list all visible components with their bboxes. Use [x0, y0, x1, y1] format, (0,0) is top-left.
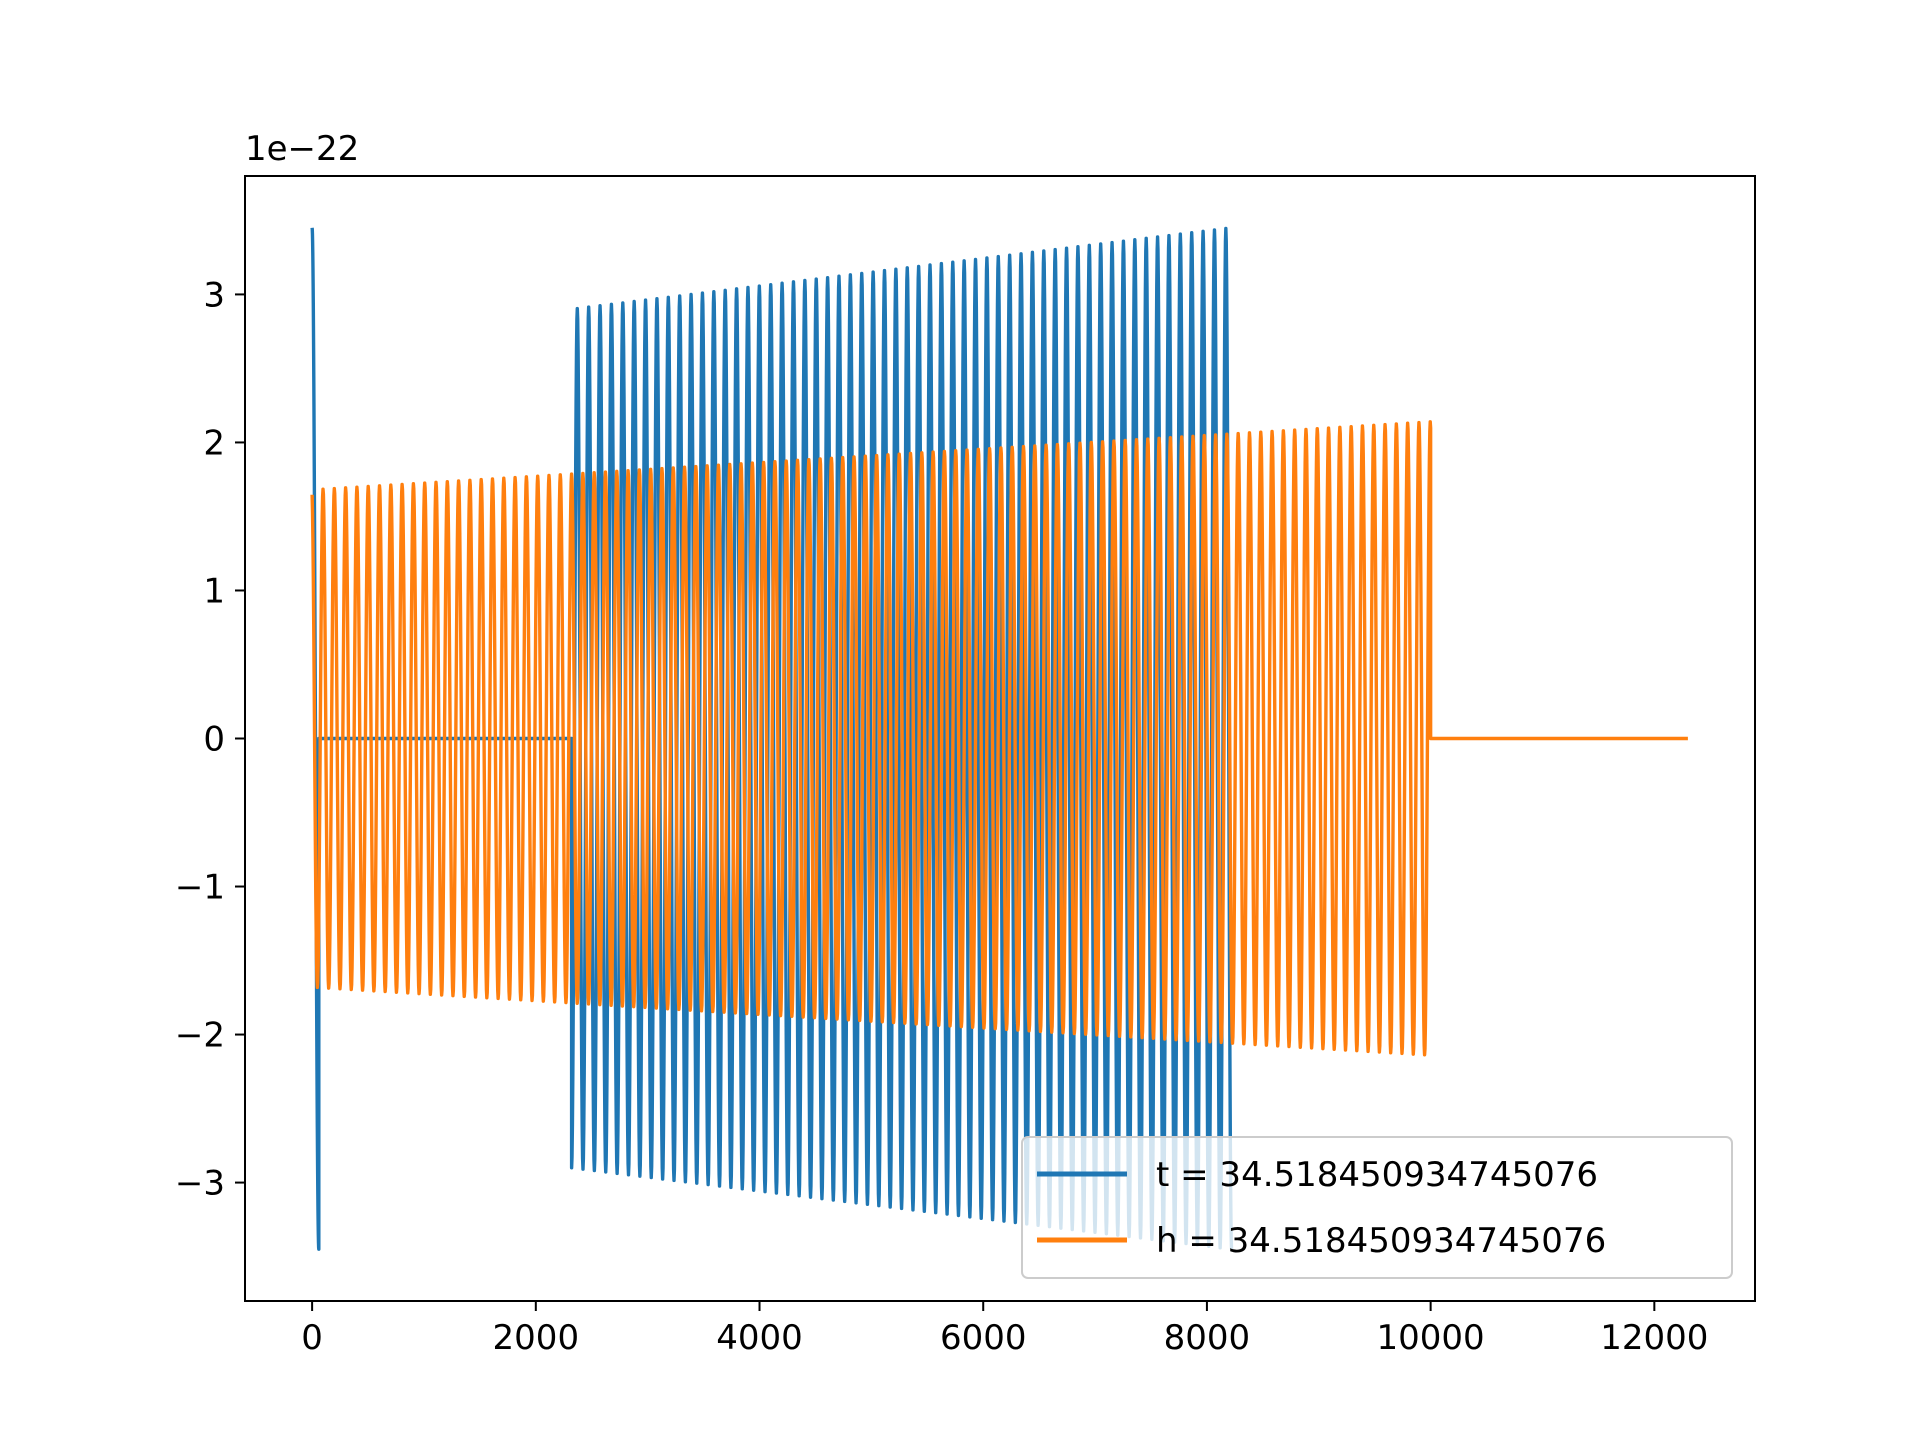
legend-label-h: h = 34.518450934745076: [1156, 1221, 1606, 1261]
y-tick-label: 0: [203, 720, 225, 760]
x-tick-label: 6000: [940, 1318, 1027, 1358]
legend-label-t: t = 34.518450934745076: [1156, 1155, 1598, 1195]
y-offset-label: 1e−22: [245, 129, 359, 169]
y-axis: −3 −2 −1 0 1 2 3: [175, 275, 245, 1204]
x-tick-label: 4000: [716, 1318, 803, 1358]
x-tick-label: 0: [301, 1318, 323, 1358]
x-tick-label: 12000: [1600, 1318, 1708, 1358]
y-tick-label: 2: [203, 423, 225, 463]
y-tick-label: −2: [175, 1016, 225, 1056]
x-tick-label: 8000: [1164, 1318, 1251, 1358]
y-tick-label: 1: [203, 571, 225, 611]
y-tick-label: −1: [175, 868, 225, 908]
y-tick-label: 3: [203, 275, 225, 315]
legend-box: [1021, 1136, 1733, 1279]
series-line-1: [310, 420, 1688, 1057]
legend: t = 34.518450934745076 h = 34.5184509347…: [1021, 1136, 1733, 1279]
x-tick-label: 10000: [1377, 1318, 1485, 1358]
x-axis: 0 2000 4000 6000 8000 10000 12000: [301, 1301, 1708, 1358]
y-tick-label: −3: [175, 1164, 225, 1204]
series-layer: [310, 226, 1688, 1251]
x-tick-label: 2000: [493, 1318, 580, 1358]
